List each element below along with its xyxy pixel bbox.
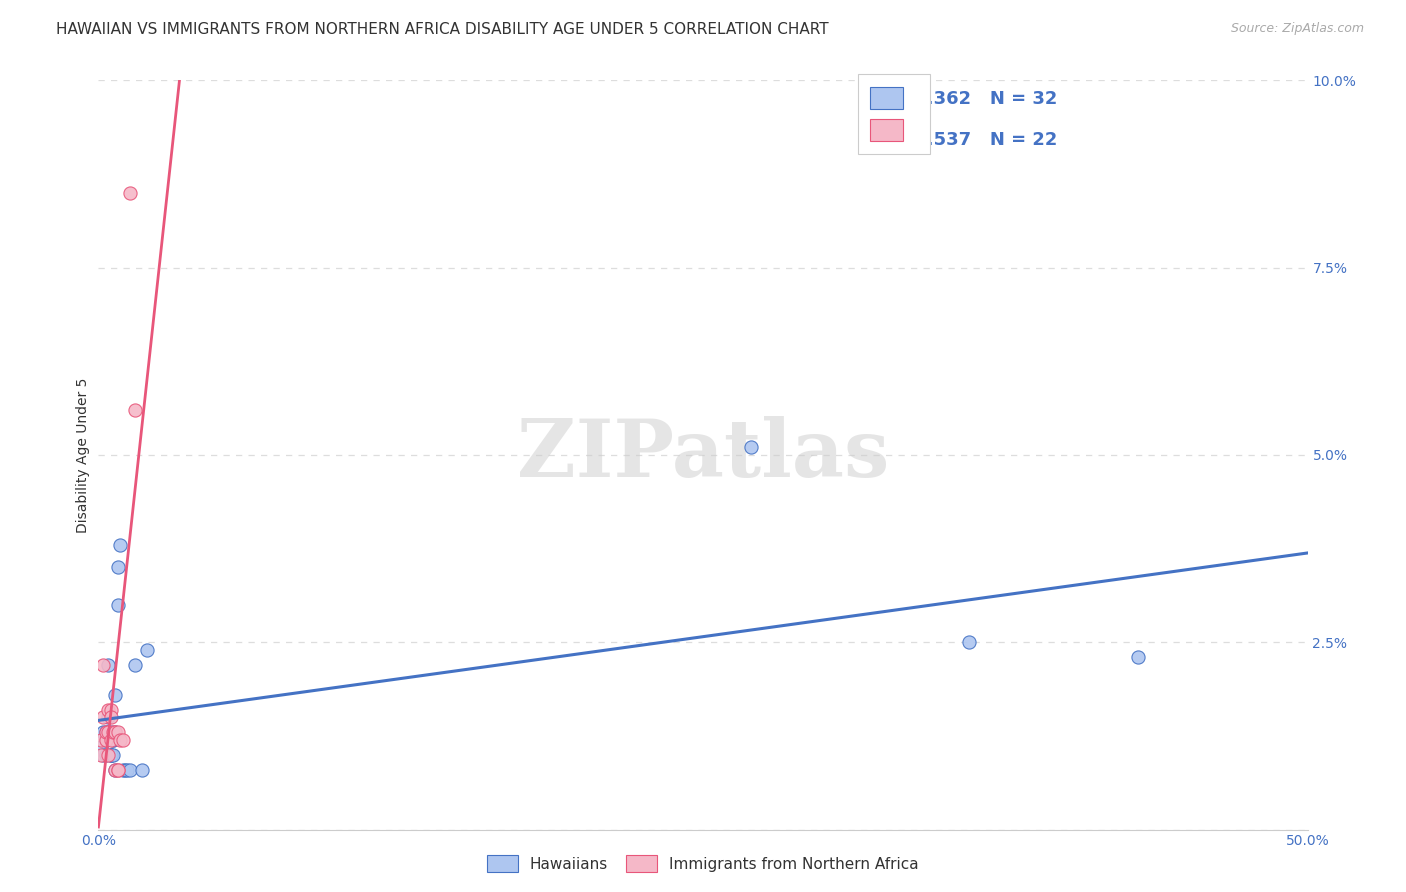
Legend: , : ,	[858, 74, 929, 153]
Point	[97, 703, 120, 717]
Point	[107, 725, 129, 739]
Point	[135, 642, 157, 657]
Point	[740, 441, 762, 455]
Point	[131, 763, 153, 777]
Point	[101, 747, 124, 762]
Point	[107, 560, 129, 574]
Point	[91, 725, 114, 739]
Point	[111, 763, 134, 777]
Point	[118, 186, 141, 200]
Y-axis label: Disability Age Under 5: Disability Age Under 5	[76, 377, 90, 533]
Point	[100, 732, 122, 747]
Point	[104, 725, 127, 739]
Text: ZIPatlas: ZIPatlas	[517, 416, 889, 494]
Point	[114, 763, 136, 777]
Point	[94, 732, 117, 747]
Text: R = 0.362   N = 32: R = 0.362 N = 32	[873, 90, 1057, 108]
Point	[94, 747, 117, 762]
Text: Source: ZipAtlas.com: Source: ZipAtlas.com	[1230, 22, 1364, 36]
Point	[90, 732, 112, 747]
Point	[108, 538, 131, 552]
Point	[100, 703, 122, 717]
Point	[101, 732, 124, 747]
Point	[94, 725, 117, 739]
Point	[104, 688, 127, 702]
Point	[101, 732, 124, 747]
Point	[90, 747, 112, 762]
Point	[1128, 650, 1150, 665]
Text: R = 0.537   N = 22: R = 0.537 N = 22	[873, 131, 1057, 149]
Point	[100, 710, 122, 724]
Point	[107, 763, 129, 777]
Legend: Hawaiians, Immigrants from Northern Africa: Hawaiians, Immigrants from Northern Afri…	[479, 847, 927, 880]
Point	[94, 725, 117, 739]
Point	[104, 763, 127, 777]
Point	[104, 763, 127, 777]
Point	[101, 725, 124, 739]
Point	[97, 725, 120, 739]
Point	[91, 710, 114, 724]
Point	[100, 725, 122, 739]
Point	[90, 740, 112, 755]
Point	[107, 763, 129, 777]
Point	[118, 763, 141, 777]
Point	[124, 657, 146, 672]
Point	[124, 403, 146, 417]
Text: HAWAIIAN VS IMMIGRANTS FROM NORTHERN AFRICA DISABILITY AGE UNDER 5 CORRELATION C: HAWAIIAN VS IMMIGRANTS FROM NORTHERN AFR…	[56, 22, 830, 37]
Point	[100, 747, 122, 762]
Point	[108, 732, 131, 747]
Point	[97, 725, 120, 739]
Point	[94, 732, 117, 747]
Point	[91, 747, 114, 762]
Point	[97, 657, 120, 672]
Point	[91, 657, 114, 672]
Point	[97, 747, 120, 762]
Point	[957, 635, 980, 649]
Point	[111, 732, 134, 747]
Point	[97, 710, 120, 724]
Point	[100, 747, 122, 762]
Point	[100, 747, 122, 762]
Point	[117, 763, 139, 777]
Point	[104, 725, 127, 739]
Point	[107, 598, 129, 612]
